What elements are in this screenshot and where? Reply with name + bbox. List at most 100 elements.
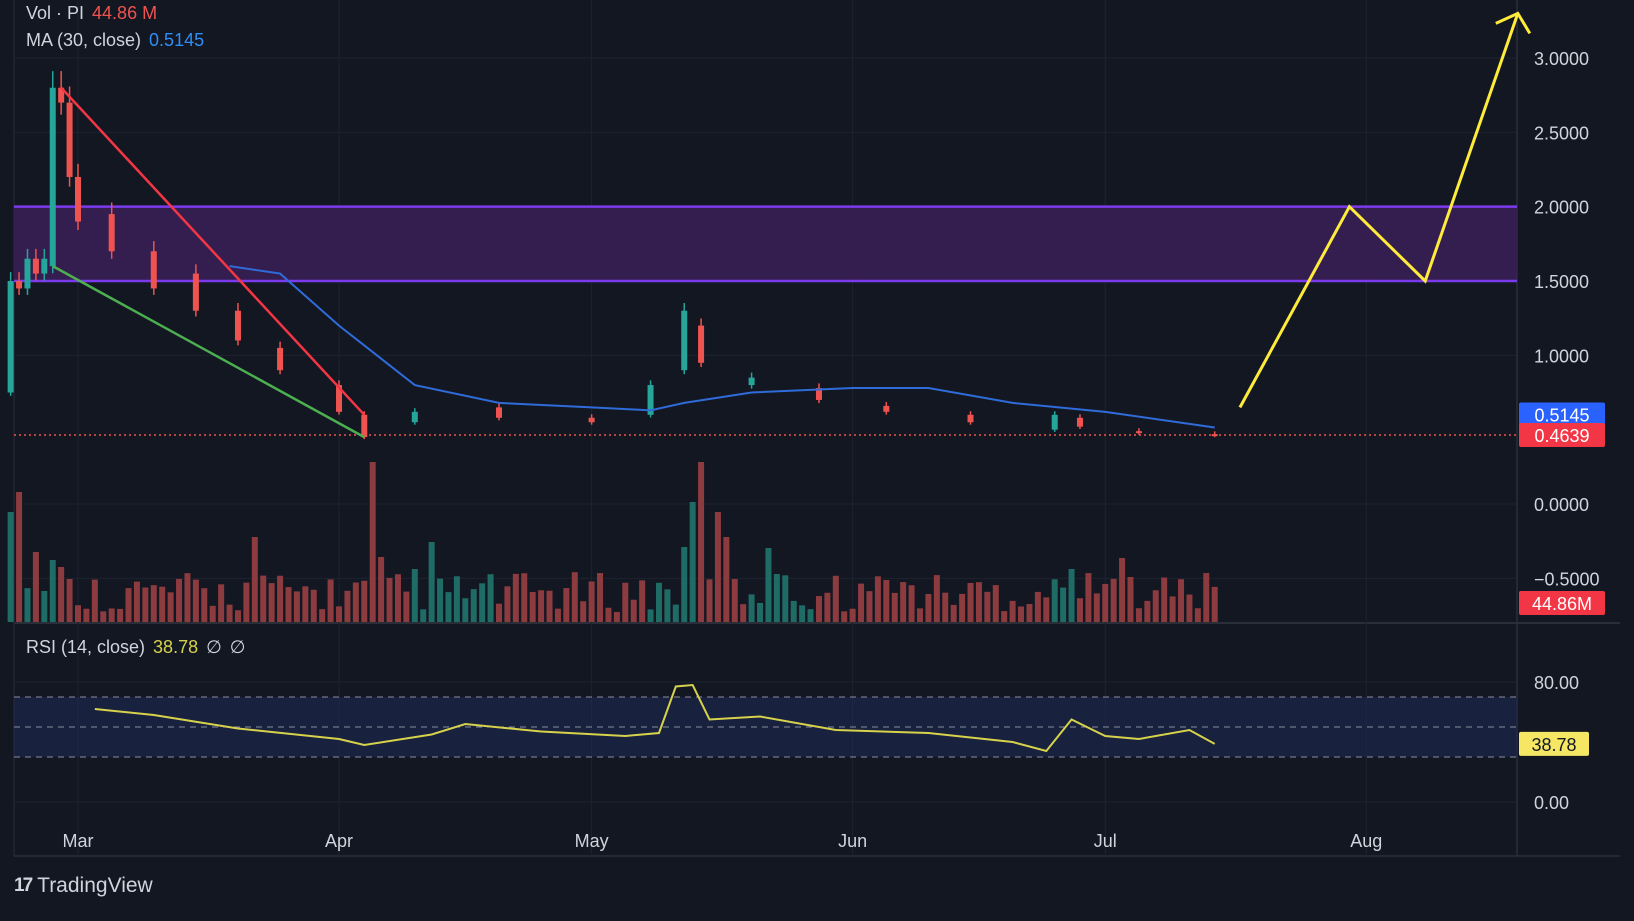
volume-bar [142,587,149,622]
volume-legend: Vol · PI 44.86 M [26,0,165,26]
volume-bar [698,462,705,622]
ma-legend: MA (30, close) 0.5145 [26,27,212,53]
volume-bar [529,591,536,622]
volume-bar [403,591,410,622]
volume-bar [546,590,553,622]
volume-bar [1043,597,1050,622]
candle-body [1076,417,1083,427]
resistance-zone [14,206,1517,281]
volume-bar [108,608,115,622]
volume-bar [984,591,991,622]
volume-bar [150,585,157,622]
x-tick-mar: Mar [63,831,94,851]
volume-bar [933,575,940,622]
rsi-legend-label: RSI (14, close) [26,637,146,657]
rsi-y-tick-label: 80.00 [1534,673,1579,693]
rsi-y-tick-label: 0.00 [1534,793,1569,813]
tradingview-name: TradingView [37,874,153,897]
volume-bar [723,537,730,622]
volume-bar [209,605,216,622]
x-tick-apr: Apr [325,831,353,851]
candle-body [7,281,14,393]
volume-bar [260,575,267,622]
volume-badge: 44.86M [1532,594,1592,614]
volume-bar [1186,594,1193,622]
candle-body [681,310,688,371]
volume-bar [647,609,654,622]
volume-bar [858,583,865,622]
volume-bar [622,582,629,622]
volume-bar [538,590,545,622]
volume-bar [462,598,469,622]
volume-bar [420,609,427,622]
moving-average-line [229,265,1215,429]
volume-bar [1018,606,1025,622]
volume-bar [117,608,124,622]
volume-bar [891,592,898,622]
candle-body [647,385,654,415]
volume-bar [251,537,258,622]
rsi-legend-extra-2: ∅ [229,637,246,657]
volume-bar [125,588,132,622]
volume-bar [874,576,881,622]
volume-bar [218,584,225,622]
candle-body [58,87,65,103]
volume-bar [1194,608,1201,622]
volume-bar [849,608,856,622]
tradingview-brand[interactable]: 17 TradingView [14,874,153,898]
volume-bar [706,579,713,622]
volume-bar [1144,600,1151,622]
volume-bar [908,585,915,622]
volume-bar [159,586,166,622]
volume-bar [58,567,65,622]
volume-bar [824,592,831,622]
volume-bar [302,586,309,622]
volume-bar [942,592,949,622]
volume-bar [959,593,966,622]
volume-bar [992,585,999,622]
volume-bar [689,502,696,622]
volume-bar [672,604,679,622]
volume-bar [192,579,199,622]
volume-bar [184,573,191,622]
volume-bar [655,582,662,622]
candle-body [41,258,48,274]
volume-bar [521,573,528,622]
volume-bar [1001,611,1008,622]
volume-bar [815,596,822,622]
volume-bar [841,611,848,622]
volume-bar [1009,600,1016,622]
volume-bar [243,582,250,622]
candle-body [66,102,73,177]
volume-bar [883,580,890,622]
resistance-trendline [60,86,366,416]
ma-legend-value: 0.5145 [149,30,205,50]
volume-bar [319,609,326,622]
volume-bar [765,548,772,622]
volume-bar [1051,579,1058,622]
volume-bar [41,590,48,622]
volume-bar [807,609,814,622]
volume-bar [1169,596,1176,622]
volume-bar [167,592,174,622]
rsi-value-badge-bg [1519,731,1589,756]
volume-bar [925,593,932,622]
rsi-legend: RSI (14, close) 38.78 ∅ ∅ [26,634,253,660]
candle-body [150,251,157,289]
volume-bar [268,583,275,622]
volume-badge-bg [1519,591,1605,615]
volume-bar [1076,598,1083,622]
tradingview-logo-icon: 17 [14,875,33,896]
volume-bar [563,588,570,622]
volume-bar [336,606,343,622]
candle-body [16,281,23,289]
volume-bar [66,578,73,622]
y-tick-label: 0.0000 [1534,495,1589,515]
candle-body [75,176,81,222]
volume-bar [361,580,368,622]
candle-body [1051,414,1058,430]
candle-body [234,310,241,341]
volume-bar [681,547,688,622]
